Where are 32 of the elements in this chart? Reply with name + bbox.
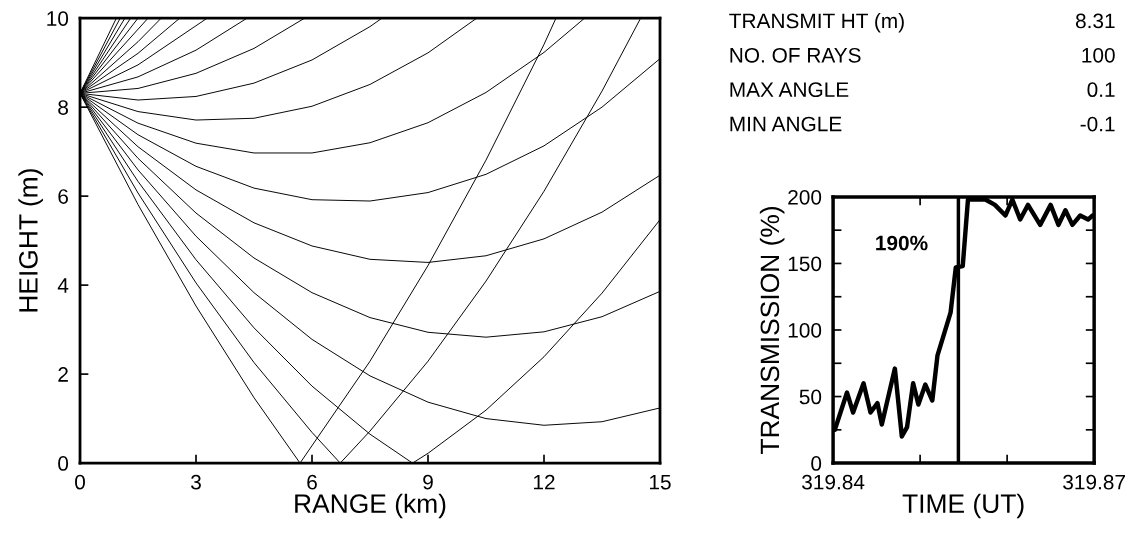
text: -0.1 bbox=[1080, 116, 1115, 132]
x-tick-label: 319.84 bbox=[802, 474, 865, 490]
y-axis-title: TRANSMISSION (%) bbox=[759, 207, 785, 455]
y-tick-label: 100 bbox=[788, 323, 822, 338]
y-tick-label: 200 bbox=[788, 189, 822, 205]
y-tick-label: 150 bbox=[788, 256, 822, 272]
text: TRANSMIT HT (m) bbox=[729, 12, 904, 33]
x-tick-label: 6 bbox=[307, 474, 317, 490]
x-tick-label: 12 bbox=[534, 474, 555, 490]
text: MIN ANGLE bbox=[730, 116, 842, 132]
y-tick-label: 8 bbox=[58, 100, 68, 115]
y-tick-label: 10 bbox=[47, 11, 69, 26]
x-tick-label: 9 bbox=[423, 474, 433, 490]
x-tick-label: 319.87 bbox=[1063, 474, 1125, 490]
x-axis-title: RANGE (km) bbox=[295, 493, 446, 519]
x-tick-label: 0 bbox=[75, 474, 85, 490]
text: 8.31 bbox=[1075, 13, 1115, 29]
text: NO. OF RAYS bbox=[730, 47, 861, 63]
text: 100 bbox=[1082, 47, 1115, 63]
y-tick-label: 50 bbox=[799, 389, 822, 405]
y-tick-label: 2 bbox=[58, 367, 68, 382]
y-tick-label: 6 bbox=[58, 189, 68, 204]
y-tick-label: 4 bbox=[57, 278, 69, 293]
x-tick-label: 3 bbox=[191, 474, 201, 490]
y-tick-label: 0 bbox=[811, 456, 822, 471]
text: MAX ANGLE bbox=[730, 82, 849, 98]
annotation: 190% bbox=[876, 235, 928, 251]
y-axis-title: HEIGHT (m) bbox=[18, 169, 43, 312]
x-axis-title: TIME (UT) bbox=[902, 493, 1024, 519]
x-tick-label: 15 bbox=[650, 474, 671, 490]
text: 0.1 bbox=[1087, 82, 1115, 98]
y-tick-label: 0 bbox=[58, 456, 69, 471]
